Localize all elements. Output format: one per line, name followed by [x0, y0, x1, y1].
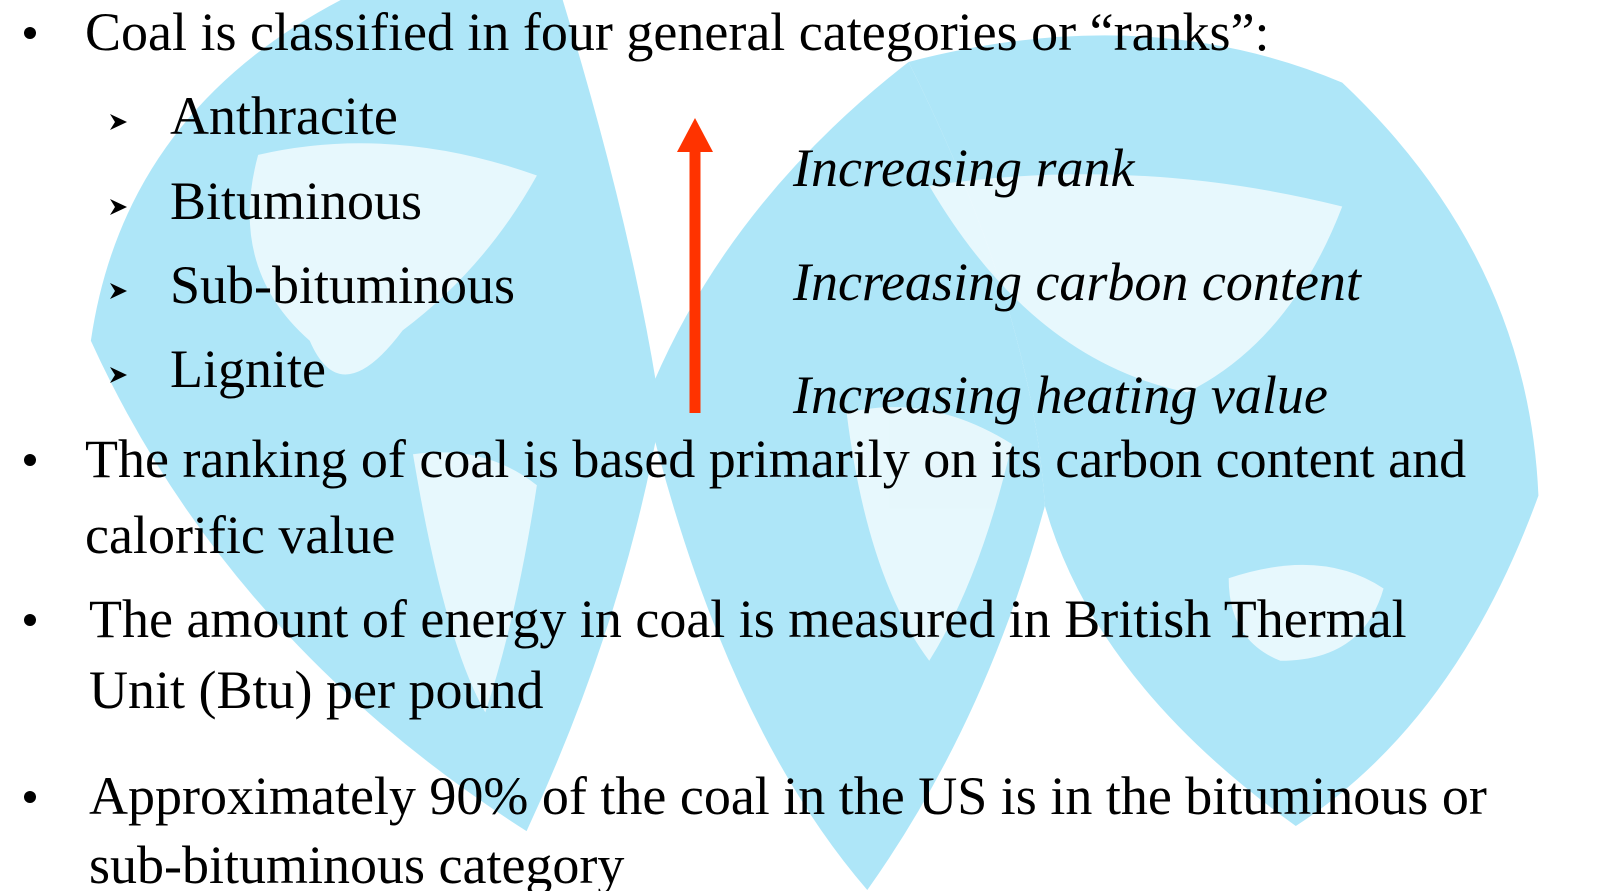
continent	[846, 407, 1012, 661]
sub-bullet	[110, 283, 127, 299]
bullet	[24, 454, 36, 466]
arrow-label: Increasing carbon content	[792, 252, 1363, 312]
map-lobe	[90, 0, 661, 832]
bullet	[24, 614, 36, 626]
bullet-text: The ranking of coal is based primarily o…	[85, 429, 1466, 489]
bullet-text: calorific value	[85, 505, 395, 565]
bullet-text: sub-bituminous category	[89, 835, 624, 891]
arrow-label: Increasing rank	[792, 138, 1135, 198]
rank-arrow-head	[677, 118, 713, 152]
sub-bullet-text: Bituminous	[170, 171, 422, 231]
continent	[929, 174, 1343, 393]
continents	[249, 143, 1384, 713]
bullet	[24, 27, 36, 39]
bullet-text: Coal is classified in four general categ…	[85, 2, 1270, 62]
map-lobe	[645, 61, 1045, 891]
world-map	[90, 0, 1539, 891]
content: Coal is classified in four general categ…	[24, 2, 1487, 891]
continent	[1228, 564, 1384, 661]
sub-bullet	[110, 367, 127, 383]
bullet-text: Approximately 90% of the coal in the US …	[89, 766, 1487, 826]
arrow-label: Increasing heating value	[792, 365, 1328, 425]
continent	[413, 452, 537, 713]
bullet-text: The amount of energy in coal is measured…	[89, 589, 1407, 649]
sub-bullet	[110, 199, 127, 215]
continent	[249, 143, 537, 375]
bullet-text: Unit (Btu) per pound	[89, 660, 543, 720]
sub-bullet-text: Lignite	[170, 339, 326, 399]
bullet	[24, 791, 36, 803]
sub-bullet	[110, 114, 127, 130]
sub-bullet-text: Sub-bituminous	[170, 255, 515, 315]
sub-bullet-text: Anthracite	[170, 86, 398, 146]
